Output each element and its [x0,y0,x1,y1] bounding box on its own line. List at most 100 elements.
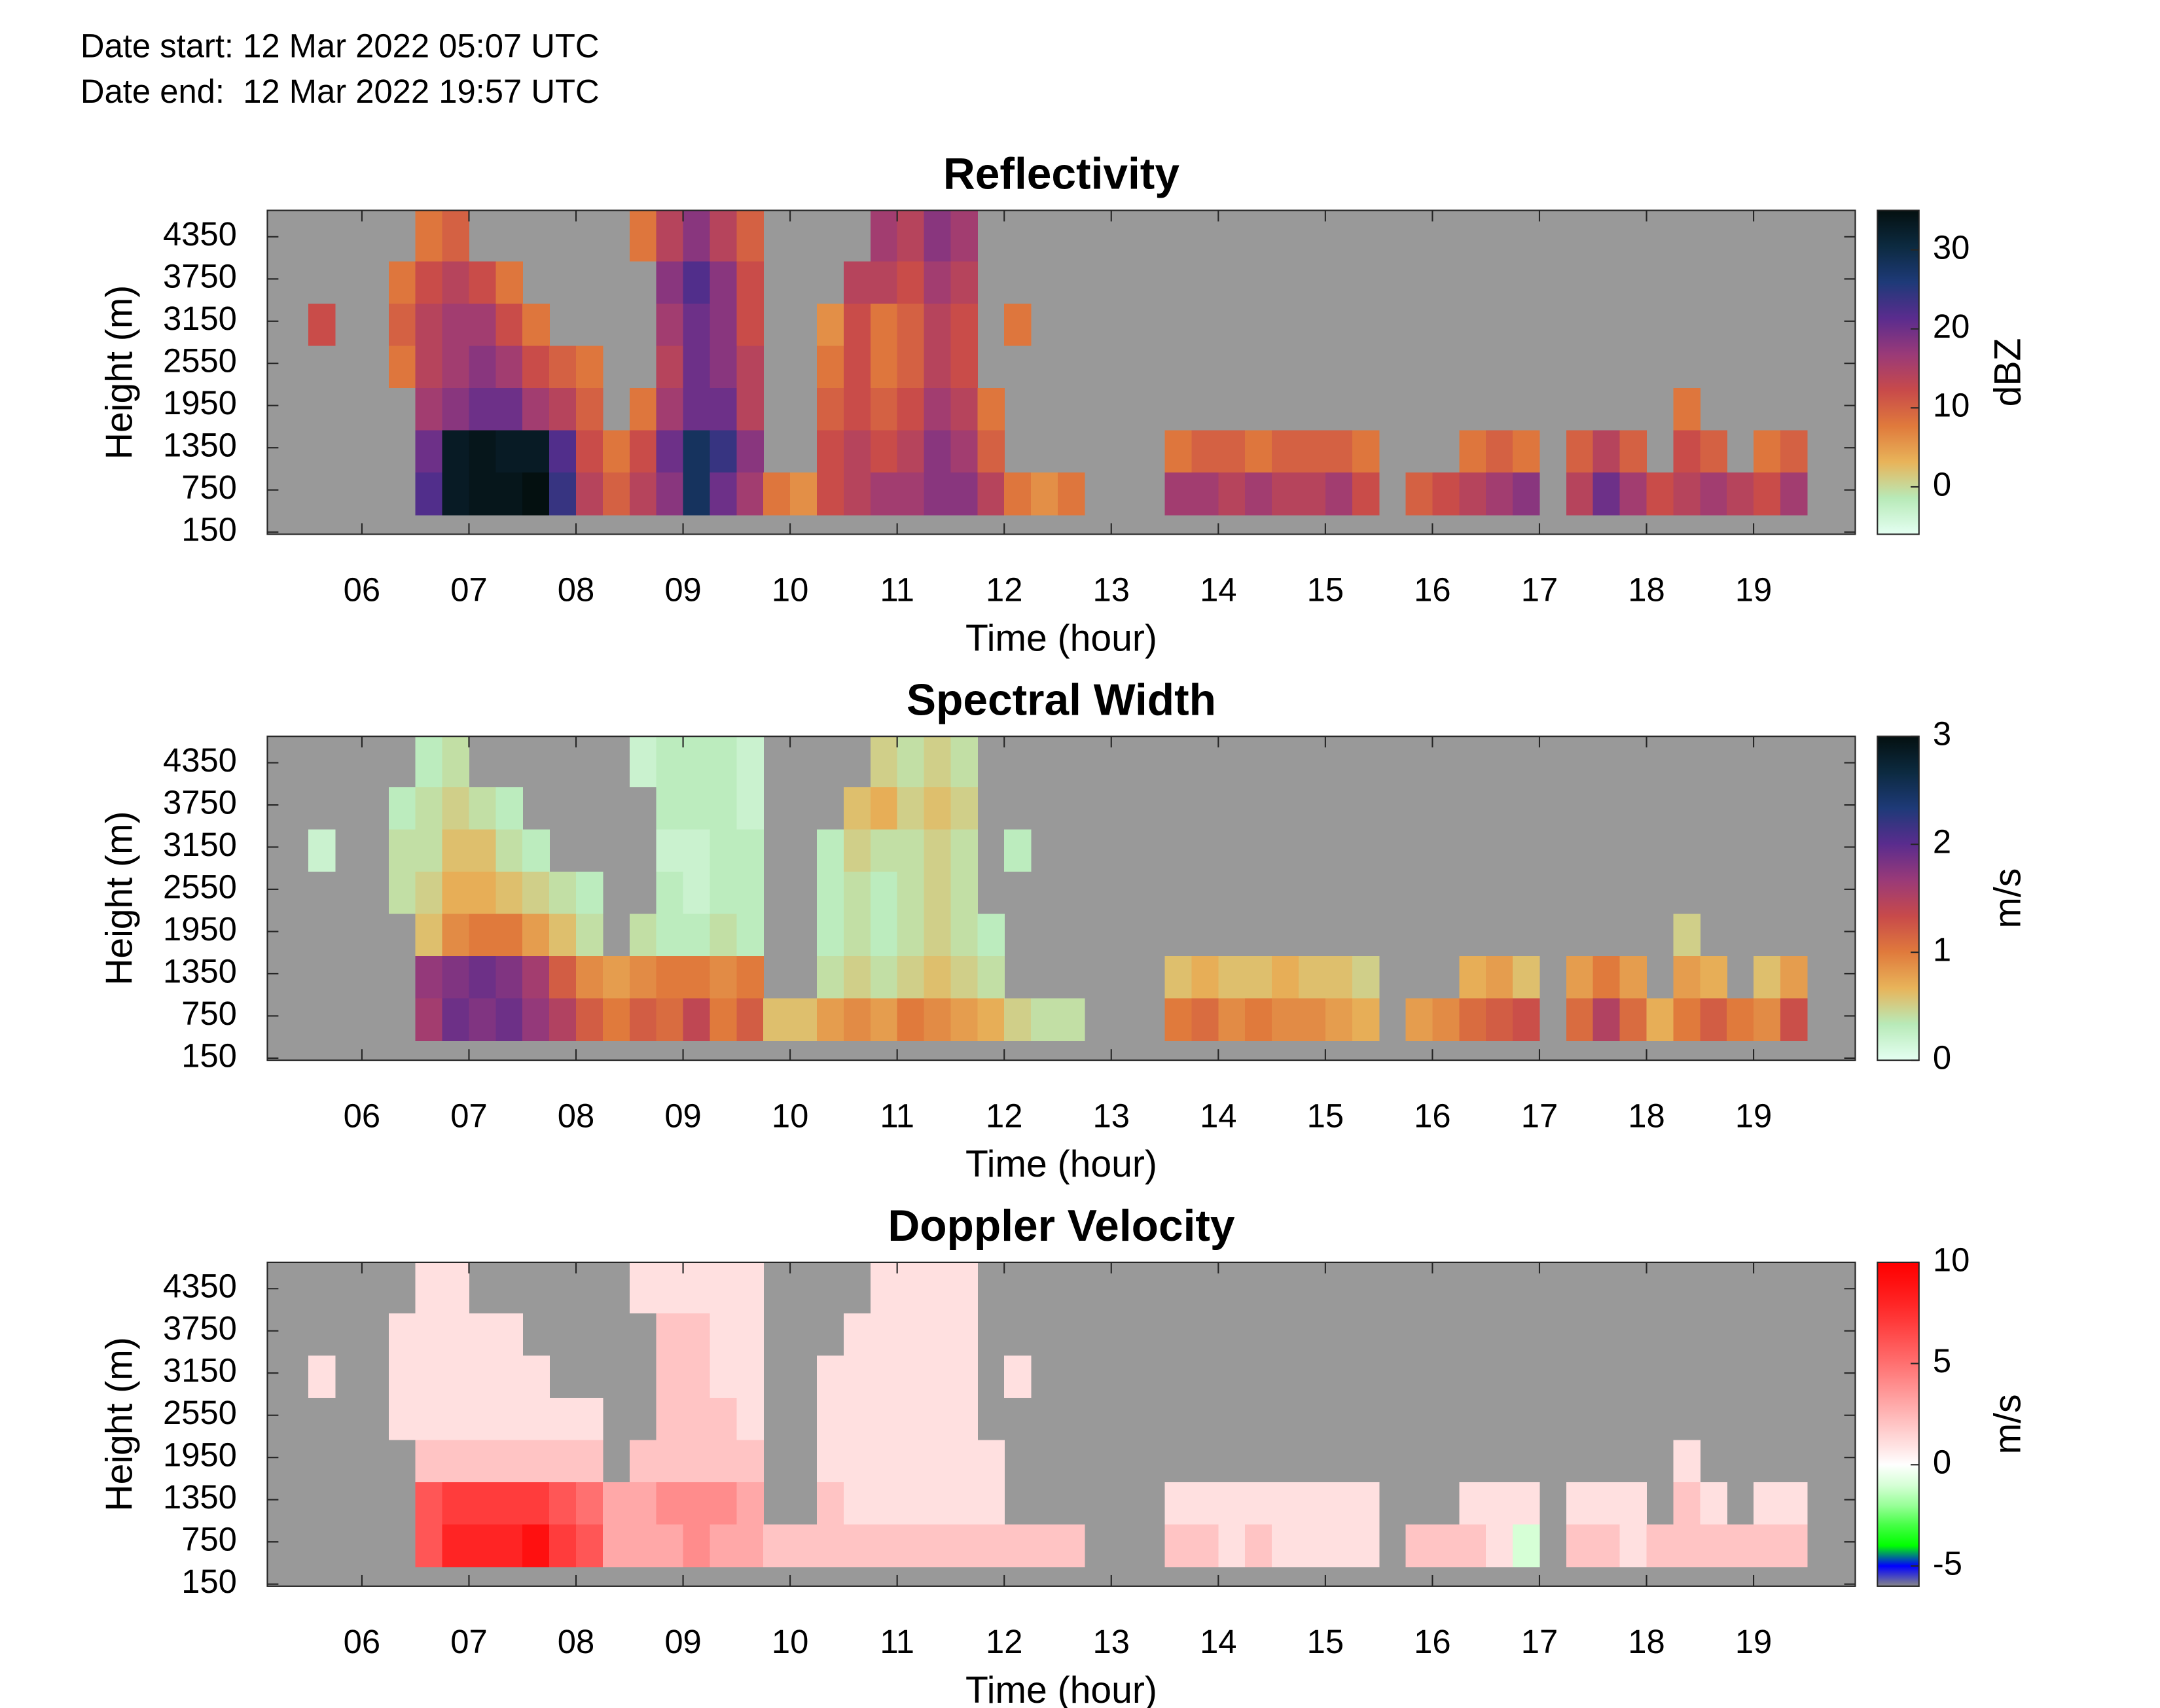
cell [308,829,336,872]
colorbar-tick-label: 20 [1933,308,1970,345]
x-tick-label: 15 [1307,571,1344,609]
cell [656,998,684,1042]
cell [656,472,684,516]
cell [1218,1524,1246,1567]
cell [1272,998,1299,1042]
cell [495,1482,523,1525]
cell [1486,1524,1513,1567]
cell [870,998,898,1042]
cell [1754,430,1781,472]
cell [1513,1482,1540,1525]
cell [549,1524,577,1567]
cell [977,956,1005,999]
cell [495,387,523,431]
cell [950,261,978,304]
cell [1780,1482,1808,1525]
cell [897,872,925,914]
cell [683,210,711,262]
cell [1325,956,1353,999]
cell [870,346,898,388]
cell [388,303,416,346]
cell [950,1355,978,1398]
cell [1004,472,1032,516]
cell [629,387,657,431]
cell [308,303,336,346]
cell [602,472,630,516]
cell [1191,1524,1219,1567]
cell [522,303,550,346]
cell [495,829,523,872]
cell [870,736,898,788]
cell [1432,472,1460,516]
cell [843,1355,871,1398]
axes-box [266,736,1856,1061]
cell [977,914,1005,957]
colorbar-tick-label: 10 [1933,1241,1970,1278]
cell [1004,1355,1032,1398]
cell [924,1355,952,1398]
cell [870,1262,898,1313]
y-tick-label: 2550 [163,342,237,380]
cell [442,1355,470,1398]
cell [977,1482,1005,1525]
cell [1673,472,1701,516]
cell [683,829,711,872]
cell [870,1313,898,1356]
y-tick-label: 150 [181,1037,237,1074]
cell [870,210,898,262]
cell [469,1524,496,1567]
cell [629,210,657,262]
cell [629,430,657,472]
cell [977,387,1005,431]
cell [1272,956,1299,999]
cell [736,430,764,472]
cell [576,872,603,914]
cell [656,387,684,431]
colorbar-tick-label: -5 [1933,1544,1962,1582]
cell [897,1440,925,1482]
cell [870,872,898,914]
cell [1164,956,1193,999]
cell [897,430,925,472]
cell [522,1440,550,1482]
cell [576,1397,603,1440]
cell [549,1440,577,1482]
cell [924,956,952,999]
cell [736,261,764,304]
cell [656,914,684,957]
cell [950,956,978,999]
cell [1566,472,1594,516]
cell [977,430,1005,472]
cell [1218,430,1246,472]
cell [870,472,898,516]
cell [1486,472,1513,516]
cell [1245,998,1272,1042]
cell [736,1482,764,1525]
cell [977,998,1005,1042]
cell [1619,1482,1647,1525]
cell [1513,1524,1540,1567]
cell [683,956,711,999]
colorbar-label: dBZ [1987,338,2028,407]
cell [924,829,952,872]
cell [897,346,925,388]
x-tick-label: 08 [558,1097,594,1134]
cell [710,210,737,262]
cell [495,1440,523,1482]
cell [469,430,496,472]
cell [1325,998,1353,1042]
cell [415,1482,443,1525]
cell [1031,1524,1058,1567]
cell [950,1397,978,1440]
cell [1513,430,1540,472]
cell [469,829,496,872]
cell [656,261,684,304]
colorbar-tick-label: 3 [1933,715,1951,753]
cell [1673,1440,1701,1482]
cell [950,914,978,957]
cell [629,914,657,957]
cell [549,998,577,1042]
cell [817,430,844,472]
cell [415,1524,443,1567]
cell [924,1397,952,1440]
